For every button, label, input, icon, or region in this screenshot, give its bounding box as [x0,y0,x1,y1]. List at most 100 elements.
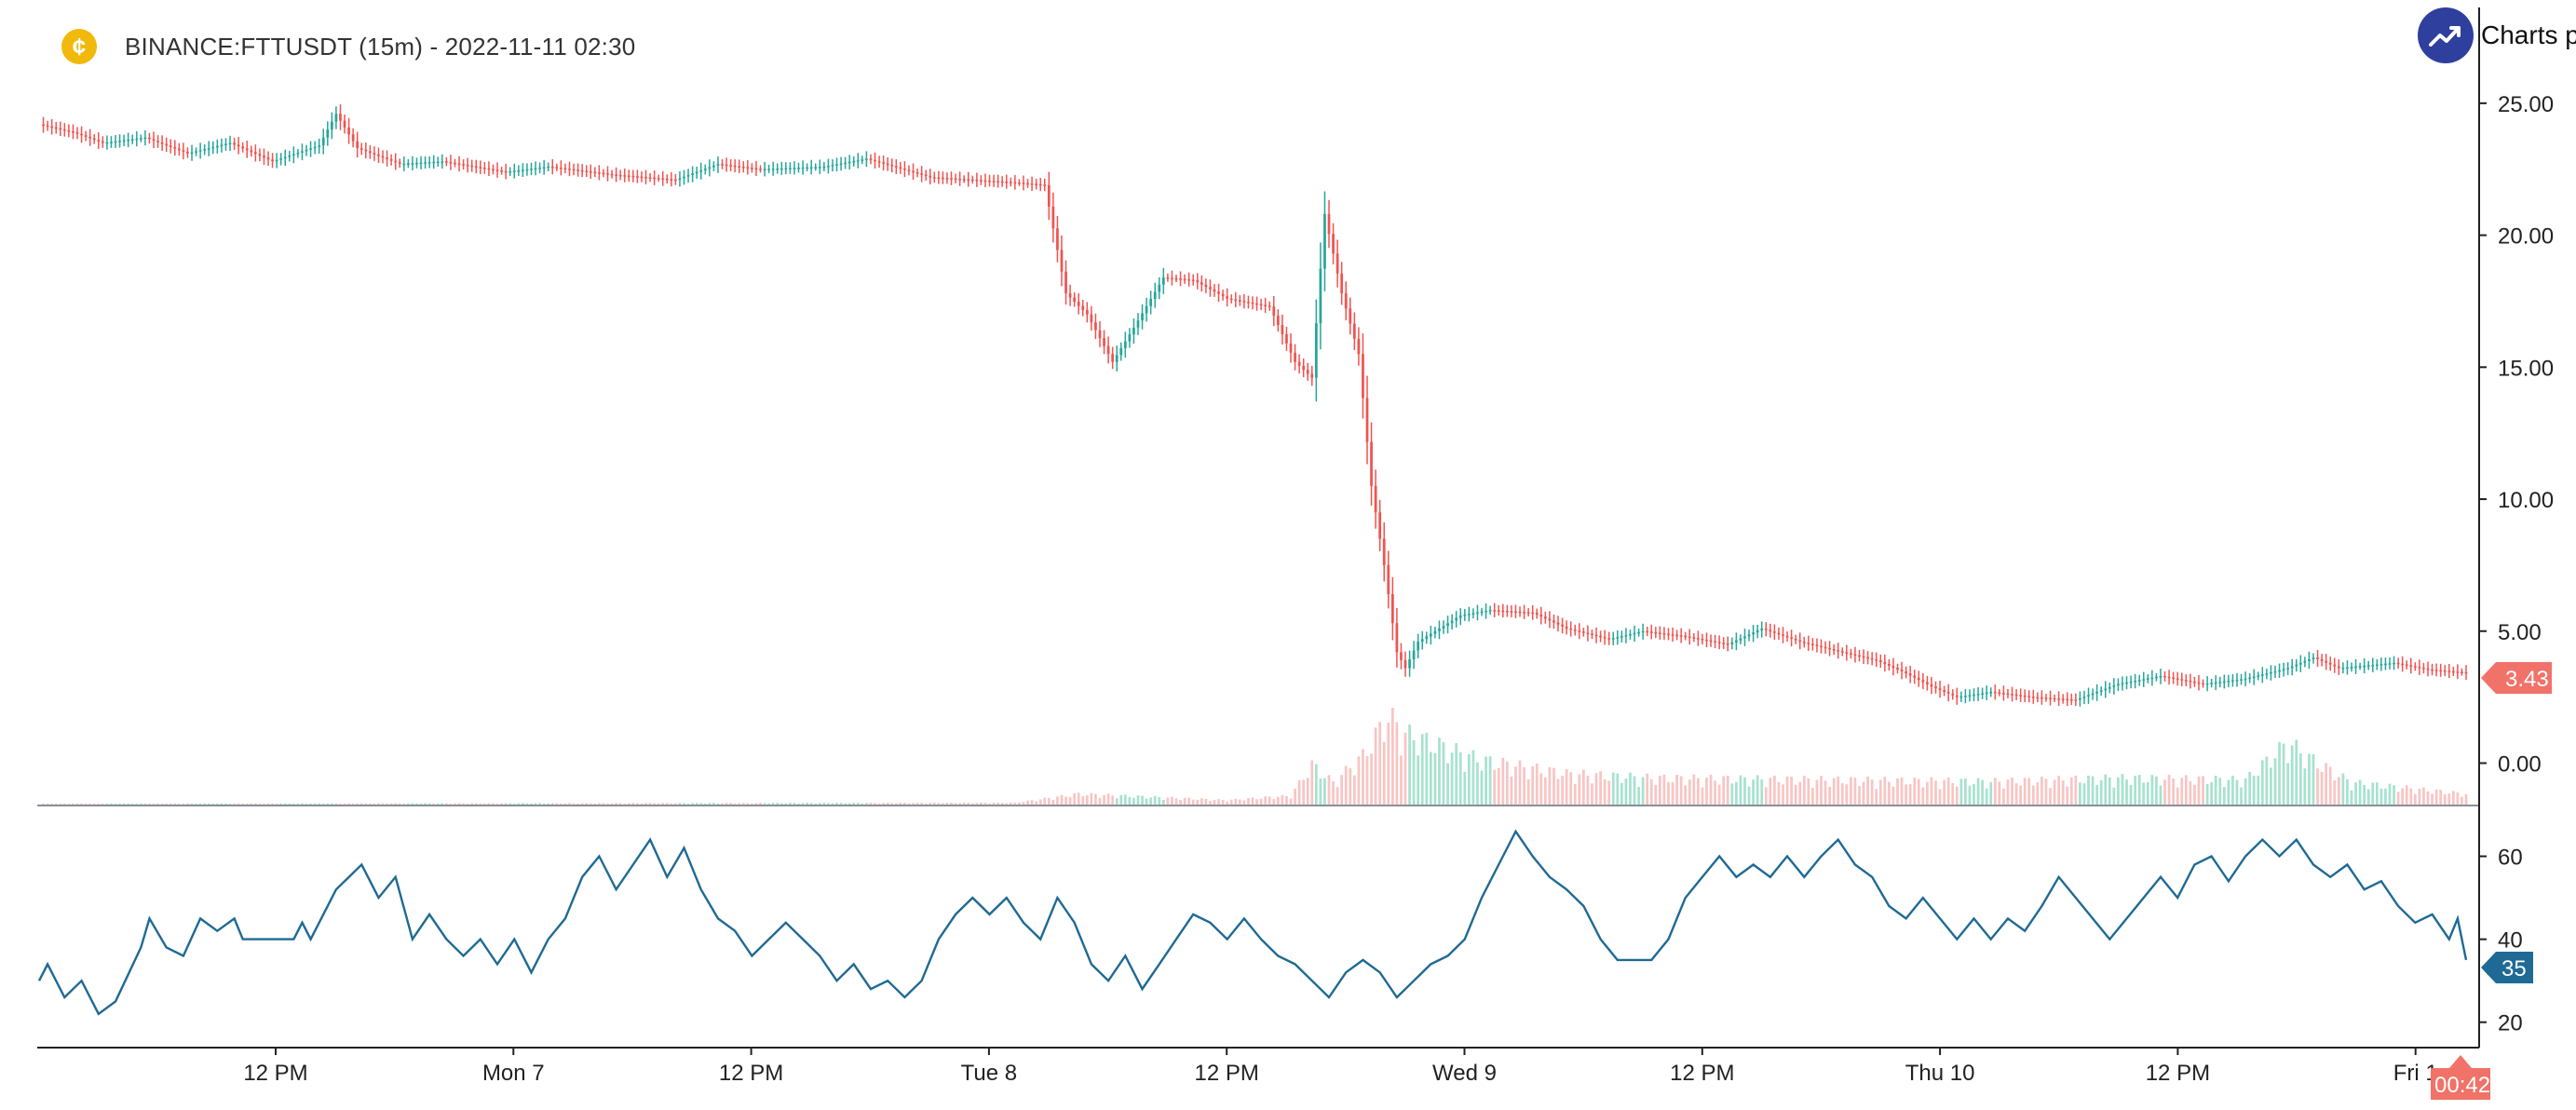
volume-bar [1760,778,1764,805]
candle-body [1501,610,1505,613]
volume-bar [1505,761,1509,805]
candle-body [1726,643,1729,645]
volume-bar [1684,785,1688,805]
volume-bar [1497,767,1500,805]
volume-bar [313,803,317,805]
volume-bar [2053,779,2056,805]
candle-body [253,152,257,155]
volume-bar [2057,776,2060,805]
candle-body [1420,639,1424,643]
volume-bar [929,803,932,805]
volume-bar [1917,778,1920,805]
volume-bar [2260,760,2264,805]
candle-body [2137,680,2141,682]
volume-bar [725,803,728,805]
candle-body [504,170,508,173]
candle-body [1535,612,1539,616]
candle-body [1344,292,1348,309]
volume-bar [309,803,312,805]
candle-body [483,168,486,169]
candle-body [576,169,579,171]
volume-bar [2363,784,2366,805]
candle-body [2231,680,2234,682]
brand[interactable]: Charts p [2418,7,2576,63]
volume-bar [1820,776,1823,805]
candle-body [1200,282,1203,285]
candle-body [1340,273,1344,293]
candle-body [640,176,644,179]
volume-bar [686,803,690,805]
candle-body [1149,299,1153,306]
candle-body [1951,693,1955,696]
candle-body [1539,615,1543,617]
volume-bar [1667,782,1670,805]
candle-body [2202,683,2204,685]
volume-bar [1229,799,1233,805]
volume-bar [2248,771,2252,805]
volume-bar [2282,743,2285,805]
volume-bar [1344,765,1348,805]
candle-body [1603,636,1607,639]
volume-bar [1098,797,1102,805]
candle-body [589,170,592,173]
candle-body [1209,287,1212,290]
volume-bar [1073,793,1077,805]
candle-body [2354,666,2357,669]
crosshair-time-badge: 00:42 [2431,1055,2490,1100]
candle-body [763,169,766,171]
candle-body [160,142,164,144]
candle-body [877,161,881,163]
volume-bar [1362,749,1364,805]
volume-bar [1777,781,1781,805]
volume-bar [2286,763,2290,805]
volume-bar [1959,778,1963,805]
candle-body [305,149,308,152]
volume-bar [1327,775,1331,805]
volume-bar [291,804,295,805]
candle-body [1238,300,1241,302]
volume-bar [368,803,372,805]
candle-body [1510,611,1513,613]
candle-body [2159,675,2162,678]
volume-bar [296,803,300,805]
candle-body [1051,206,1055,229]
candle-body [347,127,350,135]
candle-body [2244,678,2247,681]
candle-body [1289,343,1293,353]
candle-body [1204,284,1208,288]
candle-body [1981,693,1984,695]
volume-bar [593,803,597,805]
candle-body [767,169,770,170]
candle-body [1463,614,1467,616]
candle-body [275,159,278,162]
candle-body [2426,668,2430,670]
volume-bar [534,803,537,805]
volume-bar [822,803,826,805]
candle-body [1692,637,1696,639]
candle-body [776,168,780,170]
volume-bar [1888,781,1891,805]
candle-body [2227,681,2230,683]
candle-body [1390,594,1394,624]
candle-body [1654,631,1658,634]
candle-body [1756,630,1759,633]
candle-body [907,169,911,171]
volume-bar [1565,768,1568,805]
volume-bar [1679,776,1683,805]
volume-bar [263,803,265,805]
volume-bar [759,803,762,805]
volume-bar [568,803,571,805]
volume-bar [945,803,949,805]
volume-bar [321,804,325,805]
candle-body [118,141,121,142]
candle-body [2002,693,2005,695]
candle-body [1106,345,1110,355]
price-tick-label: 20.00 [2498,224,2554,250]
volume-bar [1548,766,1552,805]
volume-bar [1692,774,1696,805]
candle-body [1594,634,1598,637]
candle-body [1187,278,1191,281]
candle-body [789,168,792,169]
volume-bar [1624,778,1628,805]
